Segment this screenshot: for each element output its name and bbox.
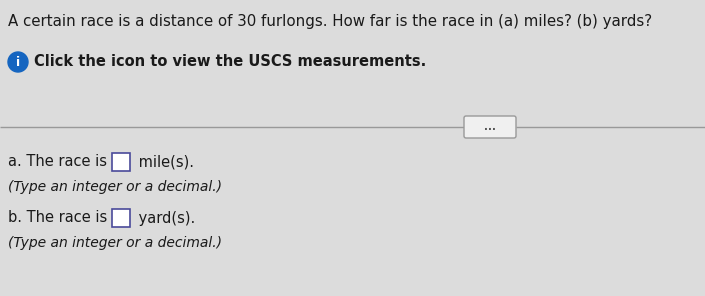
Text: mile(s).: mile(s). [134,155,194,170]
Text: (Type an integer or a decimal.): (Type an integer or a decimal.) [8,180,222,194]
FancyBboxPatch shape [112,153,130,171]
Text: A certain race is a distance of 30 furlongs. How far is the race in (a) miles? (: A certain race is a distance of 30 furlo… [8,14,652,29]
Text: (Type an integer or a decimal.): (Type an integer or a decimal.) [8,236,222,250]
Text: Click the icon to view the USCS measurements.: Click the icon to view the USCS measurem… [34,54,427,70]
Circle shape [8,52,28,72]
Text: ...: ... [484,122,496,132]
Text: i: i [16,56,20,68]
FancyBboxPatch shape [112,209,130,227]
Text: b. The race is: b. The race is [8,210,112,226]
Text: yard(s).: yard(s). [134,210,195,226]
FancyBboxPatch shape [464,116,516,138]
Text: a. The race is: a. The race is [8,155,111,170]
